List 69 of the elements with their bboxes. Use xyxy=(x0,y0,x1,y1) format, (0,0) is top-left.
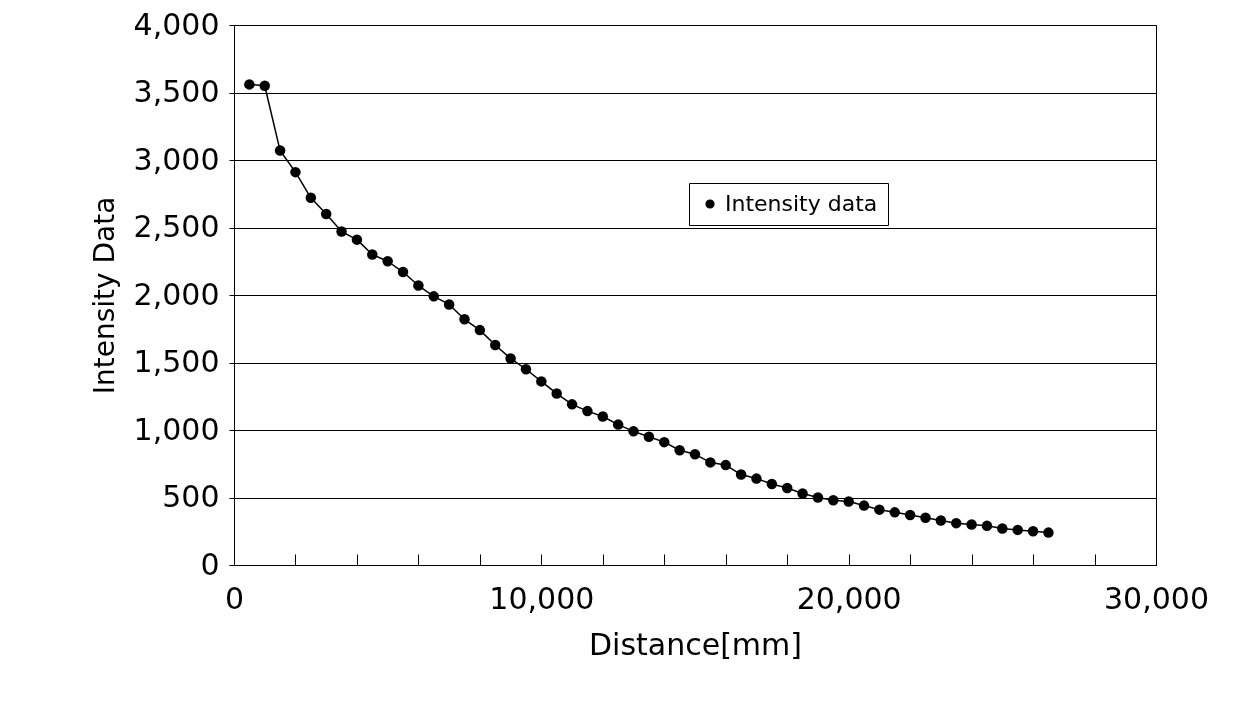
point xyxy=(259,80,270,91)
point xyxy=(858,500,870,511)
point xyxy=(336,226,347,237)
point xyxy=(305,192,317,204)
point xyxy=(843,496,854,507)
x-tick-label: 30,000 xyxy=(1104,580,1209,616)
y-tick-label: 1,000 xyxy=(133,411,220,447)
point xyxy=(536,376,547,387)
point xyxy=(320,208,332,220)
y-tick-label: 3,500 xyxy=(133,74,220,109)
y-tick-label: 0 xyxy=(200,546,220,582)
point xyxy=(643,431,655,442)
point xyxy=(1043,527,1054,538)
y-tick-label: 2,000 xyxy=(133,276,220,312)
point xyxy=(751,473,762,484)
point xyxy=(1027,526,1039,537)
x-tick-label: 20,000 xyxy=(796,580,902,616)
y-tick-label: 3,000 xyxy=(133,141,220,177)
point xyxy=(828,494,839,506)
y-tick-label: 4,000 xyxy=(133,6,220,42)
point xyxy=(367,249,378,260)
point xyxy=(950,517,962,529)
point xyxy=(920,512,931,523)
point xyxy=(382,256,393,267)
point xyxy=(397,266,409,278)
point xyxy=(520,364,532,375)
point xyxy=(997,523,1008,534)
point xyxy=(290,166,301,178)
point xyxy=(889,507,901,518)
point xyxy=(612,419,624,430)
point xyxy=(659,436,670,448)
point xyxy=(797,488,808,499)
point xyxy=(244,79,255,90)
point xyxy=(551,388,562,399)
point xyxy=(597,411,609,422)
point xyxy=(935,515,947,526)
x-axis-title: Distance[mm] xyxy=(588,626,803,662)
point xyxy=(428,291,440,302)
point xyxy=(443,299,455,310)
point xyxy=(274,145,286,156)
point xyxy=(812,492,824,503)
y-tick-label: 1,500 xyxy=(133,344,220,379)
point xyxy=(705,457,716,468)
point xyxy=(735,469,747,480)
point xyxy=(413,280,424,291)
point xyxy=(874,504,885,515)
point xyxy=(904,509,916,521)
x-tick-label: 0 xyxy=(224,580,245,616)
point xyxy=(674,445,685,456)
point xyxy=(351,234,363,245)
point xyxy=(459,314,470,325)
point xyxy=(628,426,639,437)
y-tick-label: 500 xyxy=(162,479,220,514)
point xyxy=(981,520,993,532)
point xyxy=(505,353,516,364)
point xyxy=(489,339,501,351)
point xyxy=(1012,524,1023,536)
x-tick-label: 10,000 xyxy=(489,580,595,616)
point xyxy=(689,449,701,460)
point xyxy=(966,519,977,530)
point xyxy=(566,399,578,410)
point xyxy=(720,459,731,471)
y-axis-title: Intensity Data xyxy=(87,196,121,395)
point xyxy=(474,324,486,336)
point xyxy=(781,482,793,494)
legend-label: Intensity data xyxy=(725,191,878,216)
point xyxy=(766,478,778,490)
point xyxy=(582,405,593,417)
y-tick-label: 2,500 xyxy=(133,209,220,244)
